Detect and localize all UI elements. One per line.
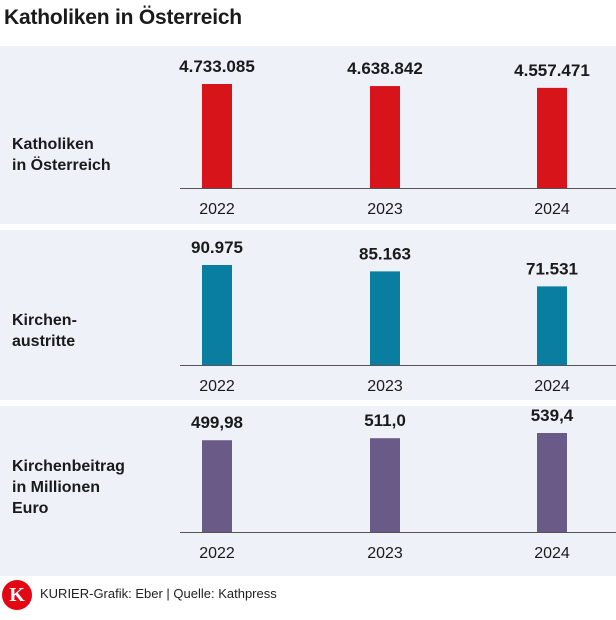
panel-katholiken: 4.733.085 2022 4.638.842 2023 4.557.471 2024 … [0, 46, 616, 224]
value-label-katholiken-2022: 4.733.085 [179, 57, 255, 76]
panel-label-kirchenbeitrag: Kirchenbeitrag in Millionen Euro [12, 458, 125, 517]
panel-label-kirchenaustritte: Kirchen- austritte [12, 312, 77, 350]
tick-label-katholiken-2024: 2024 [534, 201, 570, 218]
value-label-kirchenbeitrag-2023: 511,0 [364, 411, 406, 430]
bar-kirchenbeitrag-2024 [537, 433, 567, 532]
bar-kirchenaustritte-2022 [202, 265, 232, 365]
value-label-kirchenbeitrag-2024: 539,4 [531, 406, 574, 425]
chart-svg-katholiken: 4.733.085 2022 4.638.842 2023 4.557.471 2024 [0, 46, 616, 224]
panel-background [0, 406, 616, 576]
panel-background [0, 230, 616, 400]
bar-kirchenaustritte-2024 [537, 286, 567, 365]
source-credit: KURIER-Grafik: Eber | Quelle: Kathpress [40, 586, 277, 601]
chart-svg-kirchenbeitrag: 499,98 2022 511,0 2023 539,4 2024 [0, 406, 616, 576]
value-label-katholiken-2023: 4.638.842 [347, 59, 423, 78]
value-label-kirchenbeitrag-2022: 499,98 [191, 413, 243, 432]
bar-kirchenbeitrag-2022 [202, 440, 232, 532]
bar-katholiken-2024 [537, 87, 567, 188]
chart-svg-kirchenaustritte: 90.975 2022 85.163 2023 71.531 2024 [0, 230, 616, 400]
tick-label-katholiken-2023: 2023 [367, 201, 403, 218]
bar-kirchenaustritte-2023 [370, 271, 400, 365]
bar-kirchenbeitrag-2023 [370, 438, 400, 532]
tick-label-kirchenbeitrag-2022: 2022 [199, 545, 235, 562]
value-label-kirchenaustritte-2022: 90.975 [191, 238, 243, 257]
tick-label-kirchenaustritte-2024: 2024 [534, 378, 570, 395]
panel-kirchenbeitrag: 499,98 2022 511,0 2023 539,4 2024 Kirchenbeit… [0, 406, 616, 576]
bar-katholiken-2022 [202, 84, 232, 188]
value-label-kirchenaustritte-2024: 71.531 [526, 259, 578, 278]
chart-title: Katholiken in Österreich [4, 6, 242, 29]
value-label-katholiken-2024: 4.557.471 [514, 61, 590, 80]
tick-label-katholiken-2022: 2022 [199, 201, 235, 218]
panel-kirchenaustritte: 90.975 2022 85.163 2023 71.531 2024 Kirchen- … [0, 230, 616, 400]
tick-label-kirchenbeitrag-2023: 2023 [367, 545, 403, 562]
kurier-logo-letter: K [9, 584, 25, 606]
tick-label-kirchenaustritte-2022: 2022 [199, 378, 235, 395]
value-label-kirchenaustritte-2023: 85.163 [359, 244, 411, 263]
tick-label-kirchenaustritte-2023: 2023 [367, 378, 403, 395]
kurier-logo: K [2, 580, 32, 610]
bar-katholiken-2023 [370, 86, 400, 188]
panel-background [0, 46, 616, 224]
panel-label-katholiken: Katholiken in Österreich [12, 136, 111, 174]
footer: K KURIER-Grafik: Eber | Quelle: Kathpres… [0, 578, 616, 612]
tick-label-kirchenbeitrag-2024: 2024 [534, 545, 570, 562]
